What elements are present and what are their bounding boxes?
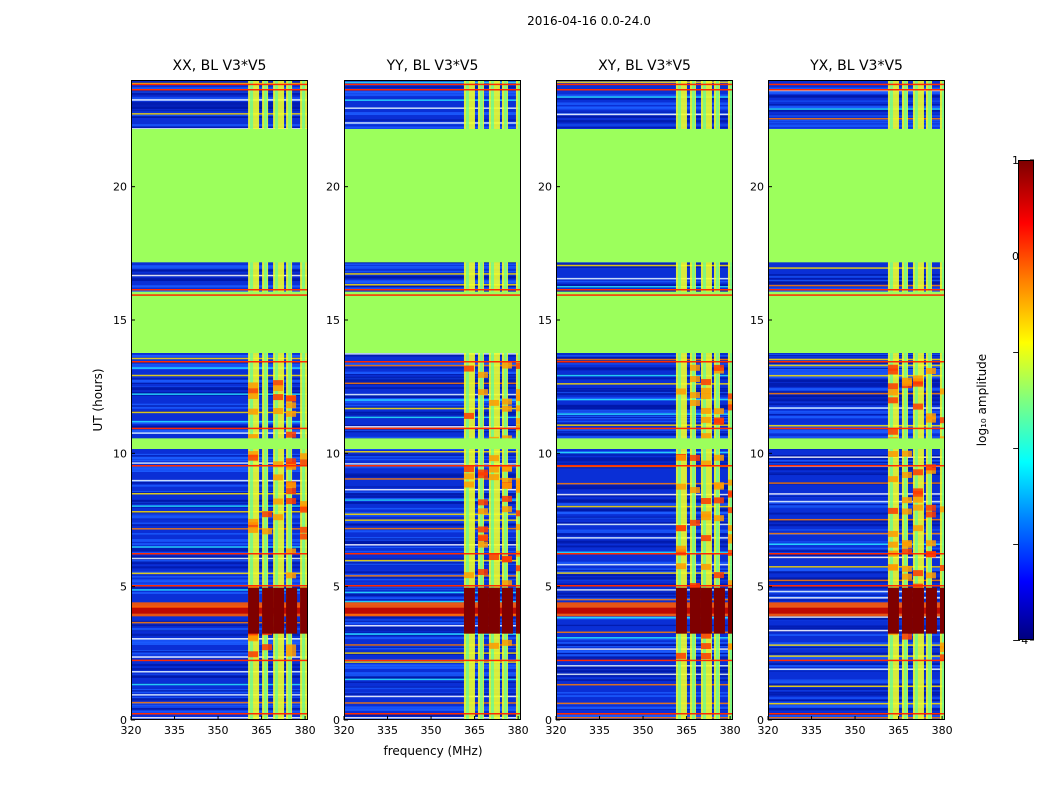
heatmap-xy bbox=[556, 80, 733, 720]
x-tick-label: 365 bbox=[251, 724, 272, 737]
x-tick-label: 350 bbox=[845, 724, 866, 737]
x-tick-label: 320 bbox=[121, 724, 142, 737]
y-tick-label: 0 bbox=[757, 714, 764, 727]
x-tick-label: 335 bbox=[377, 724, 398, 737]
panel-title: XX, BL V3*V5 bbox=[172, 58, 267, 74]
x-tick-label: 320 bbox=[758, 724, 779, 737]
y-tick-label: 15 bbox=[538, 314, 552, 327]
y-tick-label: 20 bbox=[113, 181, 127, 194]
y-axis-label: UT (hours) bbox=[91, 368, 105, 432]
y-tick-label: 20 bbox=[538, 181, 552, 194]
y-tick-label: 0 bbox=[120, 714, 127, 727]
x-tick-label: 320 bbox=[546, 724, 567, 737]
heatmap-yy bbox=[344, 80, 521, 720]
panel-xx: XX, BL V3*V5 bbox=[131, 58, 308, 720]
y-tick-label: 0 bbox=[545, 714, 552, 727]
panel-yx: YX, BL V3*V5 bbox=[768, 58, 945, 720]
x-tick-label: 350 bbox=[421, 724, 442, 737]
y-tick-label: 0 bbox=[333, 714, 340, 727]
x-tick-label: 365 bbox=[888, 724, 909, 737]
y-tick-label: 5 bbox=[333, 581, 340, 594]
y-tick-label: 15 bbox=[750, 314, 764, 327]
x-axis-label: frequency (MHz) bbox=[383, 744, 483, 758]
y-tick-label: 5 bbox=[757, 581, 764, 594]
panel-yy: YY, BL V3*V5 bbox=[344, 58, 521, 720]
colorbar-label: log₁₀ amplitude bbox=[975, 353, 989, 447]
x-tick-label: 380 bbox=[720, 724, 741, 737]
panel-xy: XY, BL V3*V5 bbox=[556, 58, 733, 720]
y-tick-label: 15 bbox=[326, 314, 340, 327]
x-tick-label: 320 bbox=[334, 724, 355, 737]
panel-title: XY, BL V3*V5 bbox=[598, 58, 691, 74]
y-tick-label: 10 bbox=[538, 447, 552, 460]
x-tick-label: 350 bbox=[208, 724, 229, 737]
x-tick-label: 335 bbox=[801, 724, 822, 737]
panel-title: YY, BL V3*V5 bbox=[386, 58, 479, 74]
y-tick-label: 10 bbox=[113, 447, 127, 460]
x-tick-label: 365 bbox=[464, 724, 485, 737]
y-tick-label: 20 bbox=[750, 181, 764, 194]
x-tick-label: 365 bbox=[676, 724, 697, 737]
y-tick-label: 10 bbox=[326, 447, 340, 460]
colorbar bbox=[1018, 160, 1034, 640]
x-tick-label: 335 bbox=[589, 724, 610, 737]
x-tick-label: 350 bbox=[633, 724, 654, 737]
heatmap-yx bbox=[768, 80, 945, 720]
y-tick-label: 5 bbox=[545, 581, 552, 594]
y-tick-label: 20 bbox=[326, 181, 340, 194]
x-tick-label: 380 bbox=[508, 724, 529, 737]
y-tick-label: 10 bbox=[750, 447, 764, 460]
y-tick-label: 5 bbox=[120, 581, 127, 594]
x-tick-label: 380 bbox=[932, 724, 953, 737]
panel-title: YX, BL V3*V5 bbox=[810, 58, 903, 74]
figure-suptitle: 2016-04-16 0.0-24.0 bbox=[527, 14, 651, 28]
x-tick-label: 380 bbox=[295, 724, 316, 737]
heatmap-xx bbox=[131, 80, 308, 720]
x-tick-label: 335 bbox=[164, 724, 185, 737]
y-tick-label: 15 bbox=[113, 314, 127, 327]
